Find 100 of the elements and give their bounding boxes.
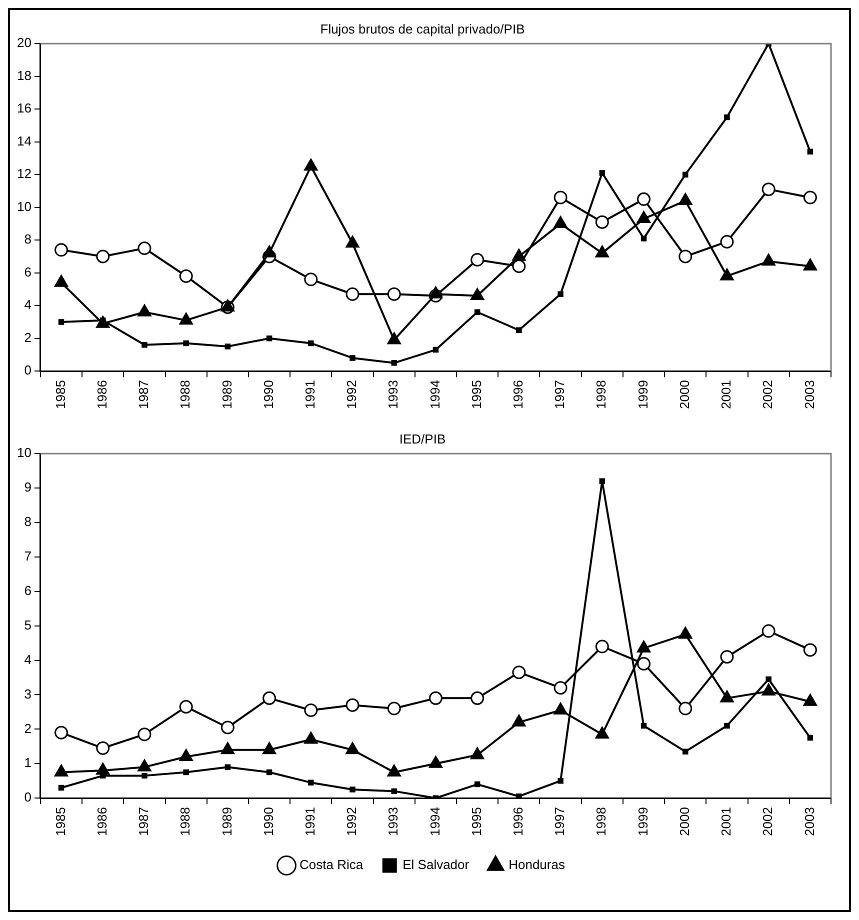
point: [387, 764, 401, 776]
point: [470, 288, 484, 300]
point: [346, 236, 360, 248]
legend-label: Honduras: [508, 857, 566, 872]
x-tick-label: 1988: [178, 380, 193, 409]
chart-title: Flujos brutos de capital privado/PIB: [320, 21, 525, 36]
point: [304, 732, 318, 744]
y-tick-label: 0: [24, 362, 32, 378]
point: [387, 702, 401, 716]
point: [678, 250, 692, 264]
point: [470, 252, 484, 266]
y-tick-label: 10: [16, 198, 32, 214]
point: [428, 691, 442, 705]
x-tick-label: 2000: [676, 807, 692, 836]
point: [762, 684, 776, 696]
y-tick-label: 14: [16, 133, 32, 148]
y-tick-label: 16: [16, 100, 32, 116]
y-tick-label: 12: [16, 166, 32, 182]
y-tick-label: 6: [24, 264, 32, 280]
point: [595, 726, 609, 739]
point: [807, 734, 814, 741]
point: [350, 355, 356, 361]
point: [96, 762, 110, 775]
x-tick-label: 2001: [718, 807, 734, 836]
point: [720, 234, 734, 248]
point: [432, 346, 439, 353]
point: [803, 258, 818, 271]
y-tick-label: 7: [24, 548, 32, 564]
x-tick-label: 1996: [510, 380, 526, 409]
x-tick-label: 1986: [94, 807, 110, 836]
point: [142, 772, 148, 779]
point: [554, 681, 568, 695]
point: [138, 242, 152, 256]
point: [470, 747, 484, 760]
point: [428, 756, 443, 768]
legend-label: Costa Rica: [300, 857, 364, 872]
point: [304, 272, 318, 286]
point: [179, 269, 193, 283]
y-tick-label: 6: [24, 582, 32, 598]
point: [803, 190, 817, 204]
y-tick-label: 20: [16, 35, 32, 50]
x-tick-label: 1993: [386, 807, 401, 836]
y-tick-label: 18: [16, 68, 32, 83]
point: [724, 722, 730, 729]
legend-label: El Salvador: [402, 857, 470, 872]
point: [387, 332, 401, 344]
x-tick-label: 1990: [260, 807, 276, 836]
y-tick-label: 9: [24, 480, 32, 495]
point: [179, 748, 193, 761]
x-tick-label: 1992: [344, 380, 360, 409]
x-tick-label: 2001: [718, 380, 734, 409]
point: [558, 778, 564, 784]
x-tick-label: 1991: [302, 807, 318, 836]
y-tick-label: 2: [24, 330, 32, 345]
point: [96, 741, 110, 755]
x-tick-label: 2002: [760, 807, 776, 836]
point: [512, 248, 526, 261]
x-tick-label: 1999: [635, 380, 650, 409]
point: [595, 215, 609, 229]
point: [262, 691, 276, 705]
point: [762, 254, 776, 266]
x-tick-label: 1995: [468, 807, 484, 836]
y-tick-label: 8: [24, 514, 32, 530]
point: [678, 702, 692, 716]
point: [183, 769, 189, 776]
point: [762, 624, 776, 638]
x-tick-label: 1999: [635, 807, 650, 836]
point: [558, 291, 564, 297]
point: [640, 722, 647, 729]
x-tick-label: 2003: [802, 807, 817, 836]
point: [224, 764, 231, 770]
point: [682, 748, 688, 754]
x-tick-label: 1994: [427, 807, 442, 836]
y-tick-label: 2: [24, 720, 32, 736]
point: [682, 172, 688, 178]
chart-title: IED/PIB: [399, 431, 446, 446]
point: [58, 319, 64, 325]
y-tick-label: 4: [24, 297, 32, 312]
point: [637, 192, 651, 206]
point: [220, 720, 234, 734]
point: [636, 211, 651, 224]
point: [720, 650, 734, 664]
y-tick-label: 8: [24, 232, 32, 247]
x-tick-label: 1987: [136, 807, 152, 836]
point: [308, 780, 314, 786]
point: [807, 148, 814, 155]
y-tick-label: 1: [24, 755, 32, 770]
point: [54, 726, 68, 740]
point: [308, 340, 314, 346]
point: [724, 114, 730, 120]
point: [266, 769, 272, 776]
point: [391, 360, 397, 366]
point: [803, 643, 817, 657]
x-tick-label: 1988: [178, 807, 193, 836]
point: [138, 759, 152, 772]
point: [474, 781, 480, 788]
point: [346, 742, 360, 754]
y-tick-label: 3: [24, 686, 32, 702]
point: [803, 694, 818, 706]
point: [96, 316, 110, 328]
